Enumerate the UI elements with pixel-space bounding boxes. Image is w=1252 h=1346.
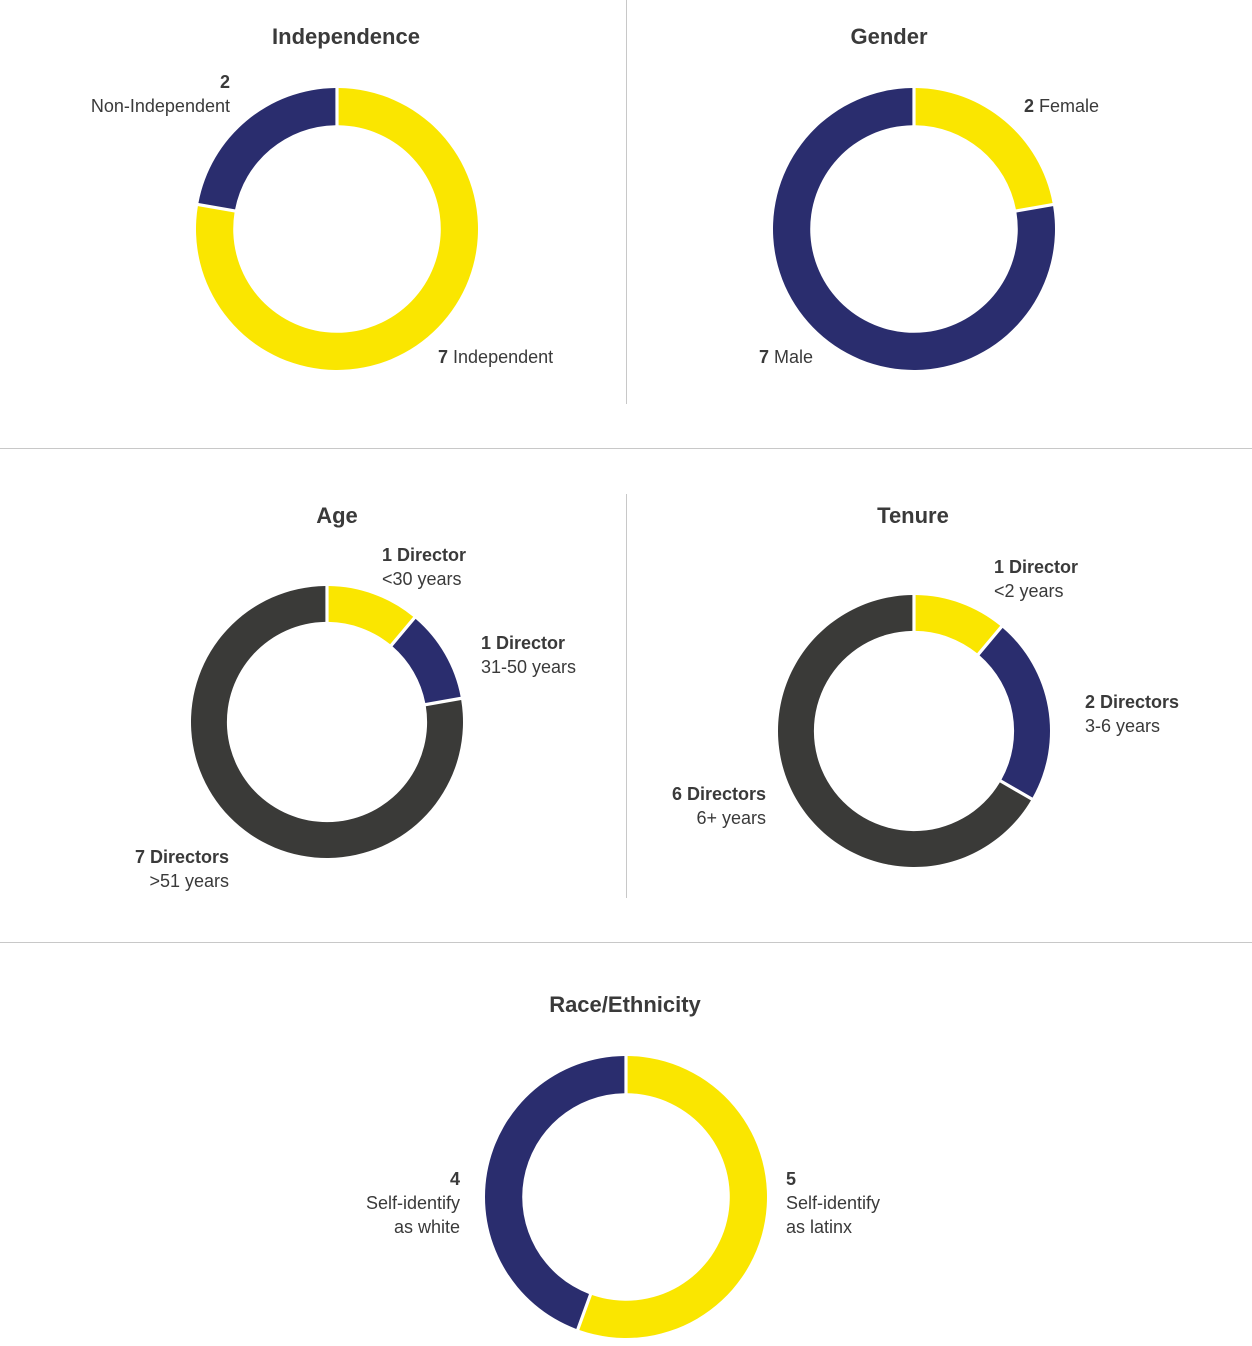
slice-label-non-independent: 2 Non-Independent bbox=[91, 70, 230, 118]
slice-label-independent: 7 Independent bbox=[438, 345, 553, 369]
chart-title-race-ethnicity: Race/Ethnicity bbox=[549, 992, 701, 1017]
slice-name: Self-identify bbox=[786, 1193, 881, 1213]
slice-label-male: 7 Male bbox=[759, 345, 813, 369]
slice-name: <2 years bbox=[994, 581, 1064, 601]
slice-count: 4 bbox=[449, 1169, 460, 1189]
slice-label-female: 2 Female bbox=[1024, 94, 1099, 118]
chart-title-age: Age bbox=[316, 503, 358, 528]
slice-count: 2 Directors bbox=[1085, 692, 1180, 712]
slice-count: 1 Director bbox=[481, 633, 566, 653]
slice-name: <30 years bbox=[382, 569, 462, 589]
donut-slice-age-0 bbox=[328, 586, 414, 645]
slice-label-over-51: 7 Directors >51 years bbox=[135, 845, 229, 893]
slice-name: >51 years bbox=[149, 871, 229, 891]
slice-label-6-plus: 6 Directors 6+ years bbox=[672, 782, 766, 830]
donut-slice-gender-0 bbox=[915, 88, 1053, 210]
slice-label-white: 4 Self-identify as white bbox=[366, 1167, 460, 1239]
donut-chart-tenure bbox=[778, 595, 1050, 867]
slice-name: 3-6 years bbox=[1085, 716, 1161, 736]
donut-slice-tenure-1 bbox=[979, 627, 1050, 798]
donut-chart-independence bbox=[196, 88, 479, 370]
slice-name: Non-Independent bbox=[90, 96, 230, 116]
donut-chart-race-ethnicity bbox=[485, 1056, 767, 1338]
slice-count: 6 Directors bbox=[671, 784, 766, 804]
slice-label-3-6: 2 Directors 3-6 years bbox=[1085, 690, 1179, 738]
slice-name: Self-identify bbox=[365, 1193, 460, 1213]
slice-count: 1 Director bbox=[382, 545, 467, 565]
donut-chart-age bbox=[191, 586, 463, 858]
donut-slice-tenure-0 bbox=[915, 595, 1001, 654]
chart-title-tenure: Tenure bbox=[877, 503, 949, 528]
donut-slice-race-0 bbox=[579, 1056, 767, 1338]
slice-count: 7 bbox=[438, 347, 449, 367]
donut-slice-age-1 bbox=[392, 618, 461, 704]
slice-count: 5 bbox=[786, 1169, 797, 1189]
chart-title-gender: Gender bbox=[850, 24, 928, 49]
horizontal-divider-2 bbox=[0, 942, 1252, 943]
donut-slice-race-1 bbox=[485, 1056, 625, 1329]
slice-count: 2 bbox=[219, 72, 230, 92]
vertical-divider-top bbox=[626, 0, 627, 404]
slice-label-under-2: 1 Director <2 years bbox=[994, 555, 1078, 603]
slice-name: Male bbox=[774, 347, 814, 367]
vertical-divider-middle bbox=[626, 494, 627, 898]
slice-name: Female bbox=[1039, 96, 1100, 116]
slice-label-under-30: 1 Director <30 years bbox=[382, 543, 466, 591]
slice-count: 7 bbox=[759, 347, 770, 367]
slice-name: 31-50 years bbox=[481, 657, 577, 677]
slice-name: 6+ years bbox=[696, 808, 766, 828]
slice-count: 2 bbox=[1024, 96, 1035, 116]
slice-name-line2: as white bbox=[393, 1217, 460, 1237]
chart-title-independence: Independence bbox=[272, 24, 420, 49]
donut-slice-tenure-2 bbox=[778, 595, 1031, 867]
donut-slice-independence-1 bbox=[198, 88, 336, 210]
slice-label-latinx: 5 Self-identify as latinx bbox=[786, 1167, 880, 1239]
slice-name-line2: as latinx bbox=[786, 1217, 853, 1237]
slice-label-31-50: 1 Director 31-50 years bbox=[481, 631, 576, 679]
slice-count: 7 Directors bbox=[134, 847, 229, 867]
slice-count: 1 Director bbox=[994, 557, 1079, 577]
horizontal-divider-1 bbox=[0, 448, 1252, 449]
slice-name: Independent bbox=[453, 347, 554, 367]
donut-chart-gender bbox=[773, 88, 1055, 370]
